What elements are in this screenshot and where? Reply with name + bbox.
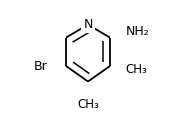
Text: N: N bbox=[83, 18, 93, 31]
Text: CH₃: CH₃ bbox=[125, 63, 147, 76]
Text: Br: Br bbox=[34, 60, 48, 72]
Text: NH₂: NH₂ bbox=[125, 25, 149, 38]
Text: CH₃: CH₃ bbox=[77, 98, 99, 111]
